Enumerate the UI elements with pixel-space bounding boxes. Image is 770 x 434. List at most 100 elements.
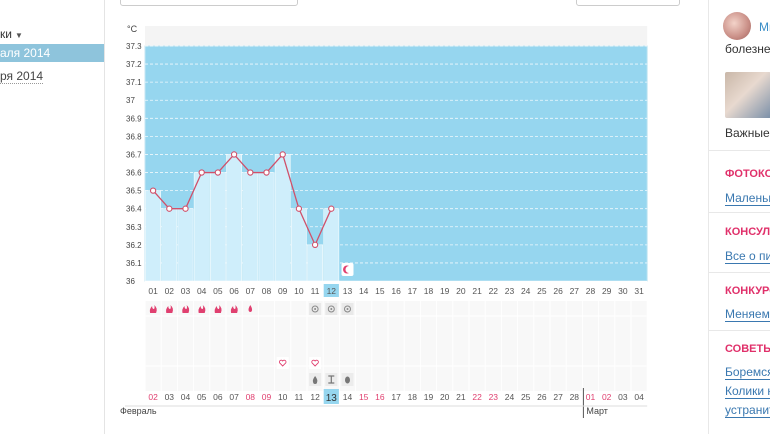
temp-bar <box>161 208 178 282</box>
circle-icon <box>311 305 319 313</box>
temp-point[interactable] <box>311 241 319 248</box>
avatar-link[interactable]: Ми <box>759 20 770 34</box>
date-label: 15 <box>359 392 369 402</box>
y-tick-label: 36.1 <box>126 259 142 268</box>
section-heading-tips[interactable]: СОВЕТЫ <box>725 343 770 355</box>
temp-bar <box>177 208 194 282</box>
y-tick-label: 36.9 <box>126 114 142 123</box>
heart-icon <box>311 359 319 367</box>
moon-marker-bg <box>341 263 354 276</box>
date-label: 17 <box>391 392 401 402</box>
cycle-day-label: 20 <box>456 286 466 296</box>
cycle-day-label: 07 <box>246 286 256 296</box>
section-heading-photo[interactable]: ФОТОКО <box>725 168 770 180</box>
cycle-day-label: 03 <box>181 286 191 296</box>
cycle-list-title[interactable]: ки ▼ <box>0 27 23 41</box>
fire-icon <box>166 305 173 313</box>
date-label: 12 <box>310 392 320 402</box>
cycle-day-label: 29 <box>602 286 612 296</box>
section-heading-contest[interactable]: КОНКУРС <box>725 285 770 297</box>
cycle-day-label: 04 <box>197 286 207 296</box>
circle-icon <box>344 305 351 313</box>
teaser-photo[interactable] <box>725 72 770 118</box>
temp-point[interactable] <box>166 205 173 212</box>
cycle-day-label: 11 <box>311 286 320 296</box>
heart-icon <box>278 359 287 367</box>
temp-point[interactable] <box>295 205 303 212</box>
cycle-day-label: 25 <box>537 286 547 296</box>
y-tick-label: 36 <box>126 277 135 286</box>
date-label: 10 <box>278 392 288 402</box>
y-tick-label: 37.3 <box>126 42 142 51</box>
section-heading-consult[interactable]: КОНСУЛ <box>725 226 770 238</box>
cycle-day-label: 10 <box>294 286 304 296</box>
y-tick-label: 36.7 <box>126 150 142 159</box>
fire-icon <box>198 305 206 313</box>
current-date-label: 13 <box>326 393 338 404</box>
temp-bar <box>193 172 210 282</box>
temp-point[interactable] <box>198 169 205 176</box>
section-link-tips[interactable]: Боремся <box>725 366 770 380</box>
divider <box>709 272 770 273</box>
date-label: 11 <box>294 392 303 402</box>
cycle-item-active[interactable]: аля 2014 <box>0 44 104 62</box>
y-tick-label: 36.8 <box>126 132 142 141</box>
cycle-day-label: 12 <box>327 286 337 296</box>
cycle-day-label: 26 <box>553 286 563 296</box>
temp-point[interactable] <box>214 169 222 176</box>
top-select-right[interactable] <box>576 0 680 6</box>
date-label: 22 <box>472 392 482 402</box>
date-label: 02 <box>602 392 612 402</box>
temp-point[interactable] <box>279 151 286 158</box>
moon-icon <box>343 265 349 274</box>
current-cycle-day-bg <box>323 284 339 297</box>
temp-point[interactable] <box>263 169 270 176</box>
chevron-down-icon[interactable]: ▼ <box>14 31 23 40</box>
section-link-remedy[interactable]: устранит <box>725 404 770 418</box>
cycle-day-label: 17 <box>408 286 418 296</box>
circle-icon-dot <box>346 308 349 310</box>
y-tick-label: 36.5 <box>126 187 142 196</box>
y-tick-label: 36.3 <box>126 223 142 232</box>
date-label: 06 <box>213 392 223 402</box>
top-select-left[interactable] <box>120 0 298 6</box>
cycle-list-title-label: ки <box>0 27 12 41</box>
y-tick-label: 37 <box>126 96 135 105</box>
section-link-colic[interactable]: Колики н <box>725 385 770 399</box>
temp-bar <box>226 154 242 282</box>
date-label: 16 <box>375 392 385 402</box>
cycle-day-label: 09 <box>278 286 288 296</box>
date-label: 05 <box>197 392 207 402</box>
date-label: 01 <box>586 392 596 402</box>
date-label: 26 <box>537 392 547 402</box>
section-link-consult[interactable]: Все о пи <box>725 250 770 264</box>
temp-point[interactable] <box>149 187 157 194</box>
temp-point[interactable] <box>230 151 238 158</box>
day-row <box>145 281 648 301</box>
avatar[interactable] <box>723 12 751 40</box>
month-label-start: Февраль <box>120 406 157 416</box>
cycle-day-label: 22 <box>489 286 499 296</box>
temp-point[interactable] <box>182 205 189 212</box>
cycle-day-label: 19 <box>440 286 450 296</box>
cycle-day-label: 01 <box>148 286 158 296</box>
date-label: 27 <box>553 392 563 402</box>
temp-bar <box>307 244 323 282</box>
cycle-day-label: 24 <box>521 286 531 296</box>
cycle-item[interactable]: ря 2014 <box>0 69 44 84</box>
divider <box>709 212 770 213</box>
temp-point[interactable] <box>247 169 254 176</box>
temp-point[interactable] <box>328 205 335 212</box>
section-link-contest[interactable]: Меняем <box>725 307 770 322</box>
divider <box>709 150 770 151</box>
temp-bar <box>242 172 259 282</box>
cycle-day-label: 27 <box>570 286 580 296</box>
date-label: 14 <box>343 392 353 402</box>
date-label: 04 <box>181 392 191 402</box>
date-label: 04 <box>634 392 644 402</box>
temp-bar <box>210 172 226 282</box>
cycle-day-label: 18 <box>424 286 434 296</box>
cycle-day-label: 23 <box>505 286 515 296</box>
section-link-photo[interactable]: Маленьк <box>725 192 770 206</box>
date-label: 07 <box>229 392 239 402</box>
